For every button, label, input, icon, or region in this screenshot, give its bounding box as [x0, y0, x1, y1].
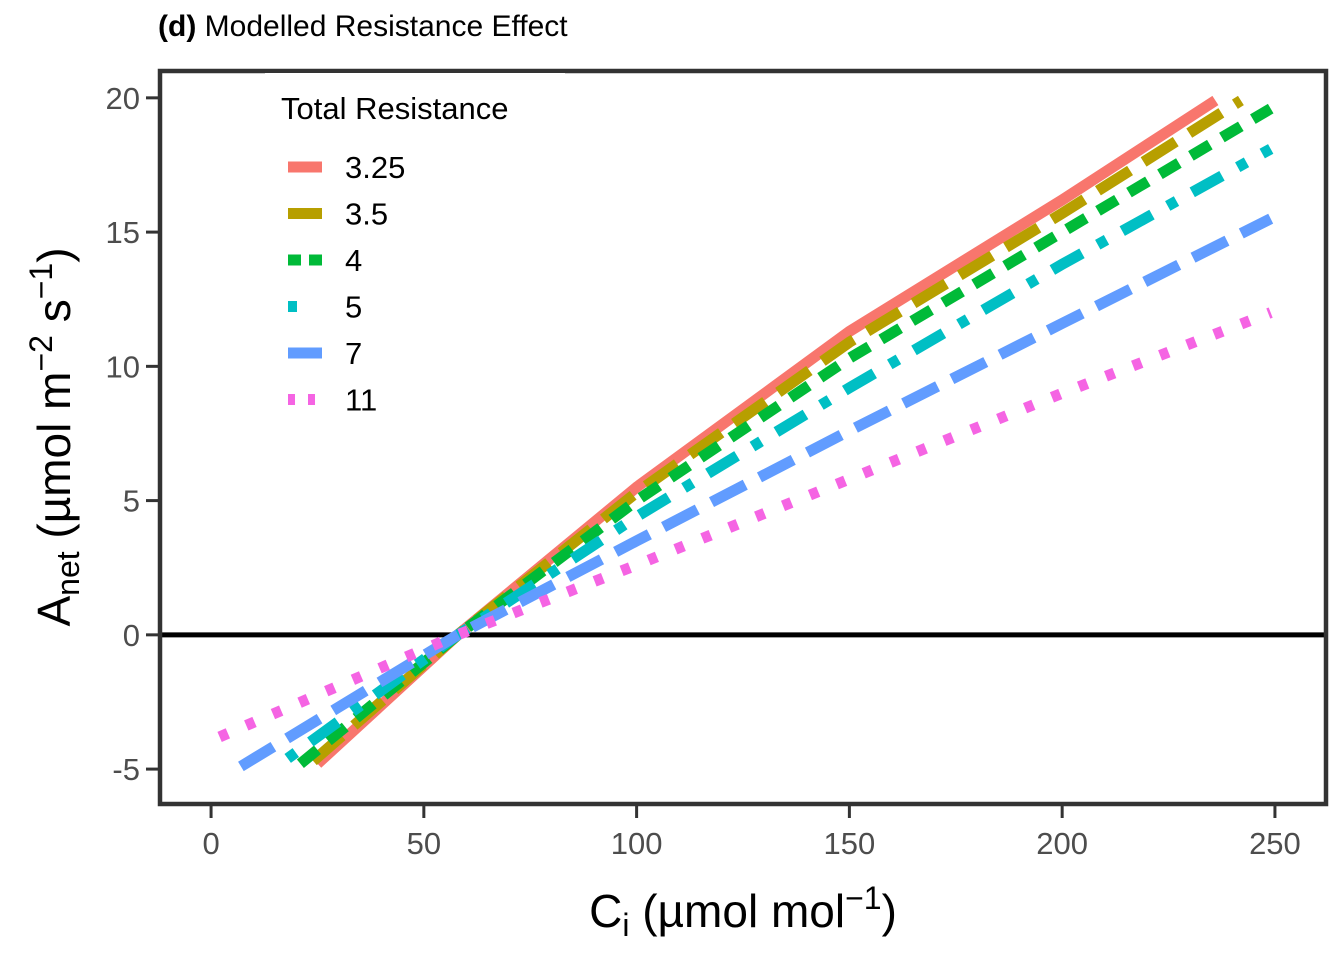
- series-line-4: [296, 103, 1274, 768]
- y-tick-label: 0: [123, 618, 140, 653]
- y-tick-label: -5: [112, 752, 140, 787]
- legend-label: 3.5: [345, 197, 388, 232]
- panel-title-text: Modelled Resistance Effect: [204, 10, 568, 43]
- y-tick-label: 20: [106, 81, 140, 116]
- series-line-3_5: [309, 95, 1244, 766]
- series-line-7: [238, 213, 1274, 772]
- x-tick-label: 250: [1249, 826, 1301, 861]
- x-axis-title: Ci (µmol mol−1): [589, 880, 897, 943]
- y-tick-label: 10: [106, 349, 140, 384]
- x-tick-label: 200: [1036, 826, 1088, 861]
- panel-title: (d) Modelled Resistance Effect: [158, 10, 568, 44]
- legend-title: Total Resistance: [281, 91, 508, 126]
- panel-tag: (d): [158, 10, 197, 43]
- x-tick-label: 50: [407, 826, 441, 861]
- y-axis-title: Anet (µmol m−2 s−1): [23, 247, 86, 626]
- legend-background: [265, 73, 565, 423]
- y-tick-label: 15: [106, 215, 140, 250]
- legend-label: 5: [345, 290, 362, 325]
- x-tick-label: 0: [202, 826, 219, 861]
- y-tick-label: 5: [123, 484, 140, 519]
- plot-border: [157, 68, 1329, 807]
- series-line-3_25: [313, 95, 1219, 768]
- legend-label: 11: [345, 383, 377, 418]
- legend-label: 3.25: [345, 150, 405, 185]
- legend-label: 4: [345, 243, 362, 278]
- x-tick-label: 150: [824, 826, 876, 861]
- x-tick-label: 100: [611, 826, 663, 861]
- legend-label: 7: [345, 336, 362, 371]
